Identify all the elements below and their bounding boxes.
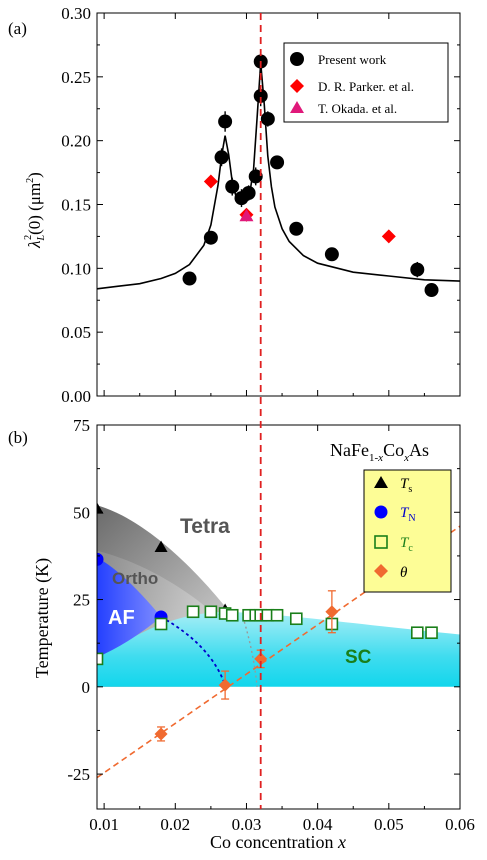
data-point [381, 229, 396, 244]
data-point [154, 540, 168, 553]
data-point [154, 617, 168, 631]
phase-regions [97, 502, 460, 779]
legend-marker-diamond [290, 79, 304, 93]
plot-frame [96, 424, 461, 810]
tn-extrapolation [160, 616, 226, 686]
legend-entry-tn: TN [400, 505, 416, 524]
panel-label: (a) [8, 19, 27, 38]
legend-marker-circle [374, 505, 388, 519]
data-point [218, 114, 233, 129]
region-label-ortho: Ortho [112, 569, 158, 588]
legend-entry-parker: D. R. Parker. et al. [318, 79, 414, 94]
data-point [154, 727, 168, 741]
panel-label: (b) [8, 428, 28, 447]
y-tick-label: 0.25 [61, 68, 91, 87]
data-point [203, 174, 218, 189]
y-tick-label: 0 [82, 678, 91, 697]
x-tick-label: 0.05 [374, 815, 404, 834]
data-point [410, 626, 424, 640]
x-tick-label: 0.02 [160, 815, 190, 834]
sc-region [97, 611, 460, 687]
y-ticks: 0.00 0.05 0.10 0.15 0.20 0.25 0.30 [61, 4, 461, 406]
data-point [204, 605, 218, 619]
data-point [97, 502, 104, 514]
x-tick-label: 0.03 [232, 815, 262, 834]
legend-marker-circle [290, 52, 304, 66]
y-tick-label: 50 [73, 503, 90, 522]
y-tick-label: 0.30 [61, 4, 91, 23]
y-tick-label: 25 [73, 591, 90, 610]
data-point [325, 605, 339, 619]
data-point [289, 221, 304, 236]
axis-ticks: -25 0 25 50 75 0.01 0.02 0.03 0.04 0.05 0.06 [67, 393, 475, 834]
data-point [410, 262, 425, 277]
data-point [214, 150, 229, 165]
y-tick-label: 0.15 [61, 196, 91, 215]
legend-marker-triangle [374, 476, 388, 488]
data-point [225, 179, 240, 194]
data-point [241, 186, 256, 201]
panel-b: -25 0 25 50 75 0.01 0.02 0.03 0.04 0.05 0.06 (b) N… [8, 393, 475, 852]
data-point [218, 678, 232, 692]
y-tick-label: 0.10 [61, 259, 91, 278]
legend: Present work D. R. Parker. et al. T. Oka… [283, 42, 449, 123]
legend-box [283, 42, 449, 123]
region-label-tetra: Tetra [180, 515, 230, 538]
y-tick-label: 0.20 [61, 132, 91, 151]
y-tick-label: 75 [73, 416, 90, 435]
data-point [225, 608, 239, 622]
y-tick-label: 0.05 [61, 323, 91, 342]
legend-entry-okada: T. Okada. et al. [318, 101, 397, 116]
legend-marker-diamond [374, 564, 388, 578]
data-point [186, 605, 200, 619]
data-point [254, 652, 268, 666]
af-region [97, 557, 162, 658]
data-point [289, 612, 303, 626]
data-point [248, 169, 263, 184]
data-point [270, 608, 284, 622]
legend-entry-tc: Tc [400, 535, 413, 554]
data-point [260, 111, 275, 126]
region-label-af: AF [108, 607, 135, 629]
y-axis-label: λL2(0) (μm2) [23, 172, 47, 249]
data-point [424, 283, 439, 298]
data-point [324, 247, 339, 262]
x-tick-label: 0.06 [445, 815, 475, 834]
data-point [182, 271, 197, 286]
x-tick-label: 0.01 [89, 815, 119, 834]
legend: Ts TN Tc θ [363, 469, 452, 593]
data-point [425, 626, 438, 640]
legend-entry-present-work: Present work [318, 52, 387, 67]
data-point [253, 88, 268, 103]
data-point [270, 155, 285, 170]
ts-extrapolation [242, 616, 258, 687]
legend-entry-theta: θ [400, 565, 408, 581]
x-axis-label: Co concentration x [210, 832, 346, 852]
legend-entry-ts: Ts [400, 476, 412, 495]
legend-marker-square [374, 535, 388, 549]
data-point [97, 652, 104, 666]
chart-title: NaFe1-xCoxAs [330, 440, 429, 464]
x-tick-label: 0.04 [303, 815, 333, 834]
data-point [203, 230, 218, 245]
y-tick-label: 0.00 [61, 387, 91, 406]
region-label-sc: SC [345, 647, 372, 668]
y-axis-label: Temperature (K) [32, 558, 53, 678]
legend-marker-triangle [290, 101, 304, 113]
panel-a: 0.00 0.05 0.10 0.15 0.20 0.25 0.30 (a) λL2(0) … [8, 4, 461, 406]
y-tick-label: -25 [67, 765, 90, 784]
data-point [239, 208, 254, 222]
